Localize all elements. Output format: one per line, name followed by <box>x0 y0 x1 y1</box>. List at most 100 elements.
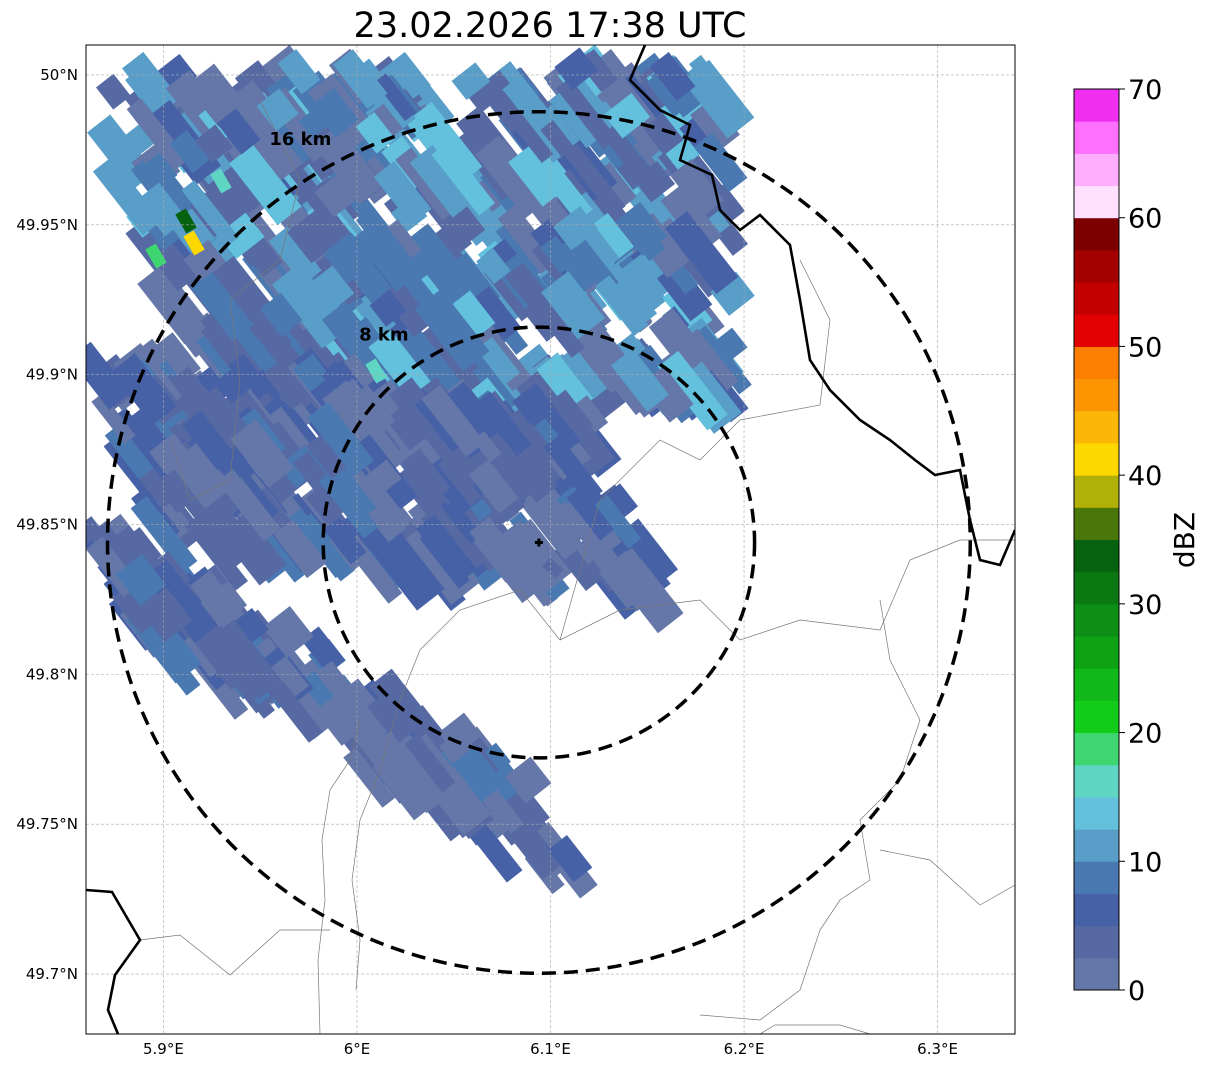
echo-cell <box>104 423 154 480</box>
echo-cell <box>365 358 387 384</box>
echo-cell <box>333 378 391 443</box>
echo-cell <box>247 119 304 181</box>
echo-cell <box>594 494 642 549</box>
echo-cell <box>136 182 188 237</box>
echo-cell <box>467 516 528 583</box>
echo-cell <box>217 468 281 542</box>
y-tick-label: 49.95°N <box>16 216 78 234</box>
echo-cell <box>381 280 434 338</box>
colorbar-swatch <box>1074 861 1119 894</box>
echo-cell <box>374 73 417 122</box>
echo-cell <box>549 86 605 149</box>
echo-cell <box>149 432 192 475</box>
boundary-lines <box>86 45 1015 1034</box>
echo-cell <box>138 587 193 643</box>
thin-boundary-line <box>879 849 1015 906</box>
echo-cell <box>181 180 239 248</box>
echo-cell <box>127 98 189 170</box>
colorbar-swatch <box>1074 217 1119 251</box>
y-tick-label: 49.9°N <box>26 366 78 384</box>
echo-cell <box>343 747 396 808</box>
echo-cell <box>210 168 232 194</box>
echo-cell <box>710 271 755 316</box>
echo-cell <box>451 745 506 803</box>
echo-cell <box>493 91 554 164</box>
range-ring-16km <box>105 109 973 976</box>
colorbar-tick-label: 70 <box>1128 75 1162 106</box>
colorbar-swatch <box>1074 925 1119 959</box>
echo-cell <box>642 112 684 156</box>
echo-cell <box>130 495 198 574</box>
echo-cell <box>414 289 490 372</box>
echo-cell <box>137 267 206 345</box>
echo-cell <box>169 129 210 174</box>
echo-cell <box>225 80 281 137</box>
thin-boundary-line <box>317 719 361 1034</box>
echo-cell <box>533 418 560 447</box>
echo-cell <box>353 222 415 292</box>
echo-cell <box>404 733 456 793</box>
x-tick-label: 6.3°E <box>917 1040 958 1058</box>
colorbar-swatches <box>1074 89 1119 991</box>
colorbar-swatch <box>1074 378 1119 412</box>
colorbar-tick-label: 20 <box>1128 719 1162 750</box>
colorbar-swatch <box>1074 442 1119 476</box>
echo-cell <box>409 144 476 218</box>
echo-cell <box>355 112 396 154</box>
colorbar-swatch <box>1074 314 1119 347</box>
echo-cell <box>372 758 426 821</box>
echo-cell <box>610 348 670 412</box>
echo-cell <box>95 73 131 110</box>
echo-cell <box>365 523 445 611</box>
echo-cell <box>569 77 618 133</box>
echo-cell <box>387 322 461 404</box>
echo-cell <box>381 734 455 814</box>
plus-icon <box>534 538 543 547</box>
range-ring-8km <box>321 325 757 760</box>
echo-cell <box>155 497 194 539</box>
colorbar-swatch <box>1074 89 1119 122</box>
echo-cell <box>273 520 327 579</box>
colorbar-swatch <box>1074 539 1119 573</box>
echo-cell <box>183 230 205 256</box>
echo-cell <box>649 51 696 101</box>
colorbar-tick-label: 60 <box>1128 204 1162 235</box>
echo-cell <box>260 292 303 337</box>
national-border-line <box>628 45 1015 567</box>
echo-cell <box>91 393 136 445</box>
colorbar-tick-label: 40 <box>1128 461 1162 492</box>
y-tick-label: 50°N <box>40 66 78 84</box>
echo-cell <box>110 353 177 426</box>
echo-cell <box>508 140 571 207</box>
colorbar-swatch <box>1074 957 1119 991</box>
y-tick-label: 49.75°N <box>16 815 78 833</box>
range-rings: 8 km 16 km <box>105 109 973 976</box>
longitude-tick-labels: 5.9°E 6°E 6.1°E 6.2°E 6.3°E <box>143 1040 958 1058</box>
range-ring-label: 16 km <box>269 129 331 150</box>
echo-cell <box>534 117 575 161</box>
echo-cell <box>314 691 368 746</box>
echo-cell <box>154 465 202 513</box>
thin-boundary-line <box>169 99 301 501</box>
echo-cell <box>536 353 594 416</box>
echo-cell <box>287 210 340 264</box>
echo-cell <box>115 554 166 606</box>
echo-cell <box>484 433 550 502</box>
echo-cell <box>175 208 197 234</box>
echo-cell <box>390 411 428 451</box>
echo-cell <box>605 483 638 518</box>
thin-boundary-line <box>139 929 330 976</box>
echo-cell <box>182 633 222 678</box>
echo-cell <box>511 823 563 880</box>
echo-cell <box>472 431 502 463</box>
echo-cell <box>133 152 178 196</box>
echo-cell <box>540 307 585 358</box>
colorbar-swatch <box>1074 893 1119 927</box>
echo-cell <box>214 361 259 404</box>
echo-cell <box>216 108 261 155</box>
echo-cell <box>86 341 131 410</box>
echo-cell <box>527 499 581 560</box>
echo-cell <box>475 391 532 457</box>
figure-title: 23.02.2026 17:38 UTC <box>354 6 747 46</box>
echo-cell <box>563 143 626 217</box>
